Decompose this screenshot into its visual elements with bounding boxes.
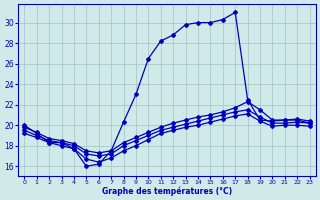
X-axis label: Graphe des températures (°C): Graphe des températures (°C) [102, 186, 232, 196]
